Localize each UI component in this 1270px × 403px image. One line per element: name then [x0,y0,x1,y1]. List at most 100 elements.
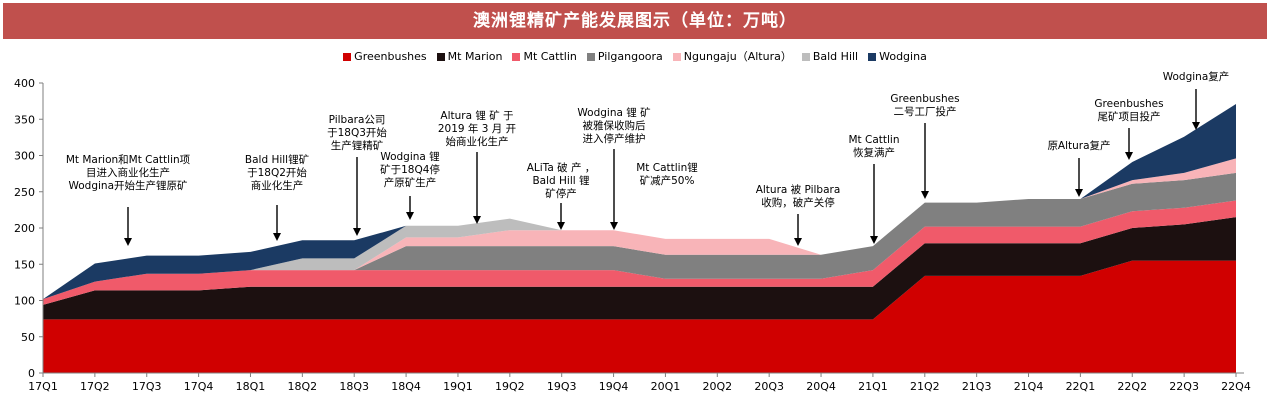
annotation-text: 二号工厂投产 [894,105,957,118]
x-tick-label: 19Q4 [599,380,629,393]
annotation-text: ALiTa 破 产 ， [527,161,596,174]
annotation-arrow-head [610,222,618,230]
annotation-text: Wodgina复产 [1163,70,1230,83]
x-tick-label: 20Q4 [806,380,836,393]
x-tick-label: 18Q4 [391,380,421,393]
annotation-text: 矿减产50% [640,174,695,187]
y-tick-label: 150 [14,258,35,271]
annotation-text: 生产锂精矿 [331,139,384,152]
annotation-text: 商业化生产 [251,179,304,192]
y-tick-label: 250 [14,186,35,199]
legend-swatch [586,53,595,61]
legend: Greenbushes Mt Marion Mt Cattlin Pilgangoor… [0,47,1270,67]
x-tick-label: 19Q1 [443,380,473,393]
annotation-text: Greenbushes [1094,98,1163,110]
annotation-text: Altura 被 Pilbara [756,183,841,196]
annotation-text: 恢复满产 [853,146,895,159]
annotation-text: 矿停产 [545,187,577,200]
annotation-text: 原Altura复产 [1047,139,1110,152]
legend-label: Mt Cattlin [523,50,577,63]
x-tick-label: 18Q1 [236,380,266,393]
x-tick-label: 20Q3 [754,380,784,393]
annotation-text: 于18Q2开始 [247,166,307,179]
legend-item-mt-marion: Mt Marion [436,47,503,67]
legend-swatch [512,53,521,61]
annotation-text: Bald Hill 锂 [532,174,590,187]
x-tick-label: 17Q3 [132,380,162,393]
x-tick-label: 17Q2 [80,380,110,393]
legend-label: Ngungaju（Altura） [683,50,792,63]
x-tick-label: 22Q3 [1169,380,1199,393]
annotation-text: Wodgina 锂 矿 [577,106,650,119]
annotation-arrow-head [921,191,929,199]
legend-label: Bald Hill [812,50,859,63]
x-tick-label: 18Q3 [339,380,369,393]
annotation-arrow-head [1125,152,1133,160]
x-tick-label: 21Q2 [910,380,940,393]
legend-label: Greenbushes [354,50,427,63]
annotation-text: 始商业化生产 [446,135,509,148]
x-tick-label: 18Q2 [288,380,318,393]
annotation-text: 于18Q3开始 [327,126,387,139]
legend-item-pilgangoora: Pilgangoora [586,47,663,67]
annotation-arrow-head [273,233,281,241]
legend-label: Pilgangoora [597,50,663,63]
annotation-text: Mt Cattlin [848,134,899,146]
area-greenbushes [43,260,1236,373]
x-tick-label: 20Q1 [651,380,681,393]
area-pilgangoora [43,172,1236,300]
annotation-arrow-head [1192,122,1200,130]
x-tick-label: 22Q4 [1221,380,1251,393]
annotation-text: 2019 年 3 月 开 [438,122,516,135]
legend-item-bald-hill: Bald Hill [801,47,859,67]
annotation-text: Altura 锂 矿 于 [440,109,513,122]
annotation-text: 尾矿项目投产 [1098,110,1161,123]
annotation-text: 被雅保收购后 [583,119,646,132]
annotation-text: 目进入商业化生产 [86,166,170,179]
annotation-text: Mt Cattlin锂 [636,161,698,174]
annotation-arrow-head [1075,189,1083,197]
y-tick-label: 300 [14,150,35,163]
annotation: Mt Marion和Mt Cattlin项目进入商业化生产Wodgina开始生产… [66,154,191,246]
y-tick-label: 200 [14,222,35,235]
legend-label: Mt Marion [447,50,503,63]
area-bald-hill [43,158,1236,300]
title-bar: 澳洲锂精矿产能发展图示（单位：万吨） [3,3,1267,39]
x-tick-label: 19Q3 [547,380,577,393]
annotation: 原Altura复产 [1047,139,1111,197]
legend-item-greenbushes: Greenbushes [343,47,427,67]
legend-swatch [343,53,352,61]
x-tick-label: 17Q4 [184,380,214,393]
annotation-text: Greenbushes [890,93,959,105]
x-tick-label: 22Q2 [1117,380,1147,393]
annotation-arrow-head [124,238,132,246]
annotation-arrow-head [473,216,481,224]
legend-swatch [868,53,877,61]
x-tick-label: 21Q1 [858,380,888,393]
y-tick-label: 400 [14,77,35,90]
annotation-text: Wodgina开始生产锂原矿 [68,179,187,192]
y-tick-label: 100 [14,295,35,308]
annotation-text: Pilbara公司 [329,114,386,126]
annotation-arrow-head [406,212,414,220]
x-tick-label: 20Q2 [702,380,732,393]
legend-swatch [436,53,445,61]
legend-swatch [801,53,810,61]
chart-title: 澳洲锂精矿产能发展图示（单位：万吨） [473,11,797,31]
area-wodgina [43,104,1236,300]
annotation-arrow-head [557,222,565,230]
annotation-text: 进入停产维护 [583,132,646,145]
area-mt-marion [43,217,1236,320]
annotation-arrow-head [870,236,878,244]
